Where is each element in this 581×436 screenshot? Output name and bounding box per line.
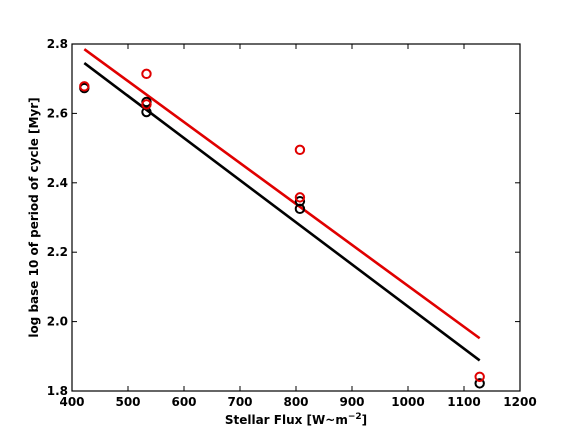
x-tick-label: 700	[227, 395, 252, 409]
data-point-series-1	[474, 371, 485, 382]
data-point-series-0	[294, 203, 306, 215]
x-tick-label: 800	[283, 395, 308, 409]
y-tick-label: 2.0	[47, 315, 68, 329]
x-tick-label: 600	[171, 395, 196, 409]
data-point-series-1	[79, 81, 90, 92]
x-tick-label: 1200	[503, 395, 536, 409]
y-tick-label: 2.6	[47, 106, 68, 120]
y-tick-label: 1.8	[47, 384, 68, 398]
y-tick-label: 2.4	[47, 176, 68, 190]
x-tick-label: 400	[59, 395, 84, 409]
x-axis-title: Stellar Flux [W~m−2]	[225, 412, 367, 427]
x-axis-title-tail: ]	[362, 413, 367, 427]
x-tick-label: 1000	[391, 395, 424, 409]
data-point-series-0	[474, 378, 485, 389]
y-axis-title: log base 10 of period of cycle [Myr]	[27, 97, 41, 337]
data-point-series-1	[141, 68, 152, 80]
y-tick-label: 2.8	[47, 37, 68, 51]
fit-line-series-1	[83, 48, 481, 340]
x-tick-label: 1100	[447, 395, 480, 409]
x-tick-label: 900	[339, 395, 364, 409]
data-point-series-1	[141, 99, 152, 110]
y-tick-label: 2.2	[47, 245, 68, 259]
axis-ticks: 400 500 600 700 800 900 1000 1100 1200 1.8 2.0 2.2 2…	[47, 37, 537, 409]
data-point-series-1	[294, 192, 306, 203]
x-axis-title-superscript: −2	[348, 412, 362, 422]
x-tick-label: 500	[115, 395, 140, 409]
data-points	[79, 68, 485, 389]
data-point-series-1	[294, 144, 306, 156]
